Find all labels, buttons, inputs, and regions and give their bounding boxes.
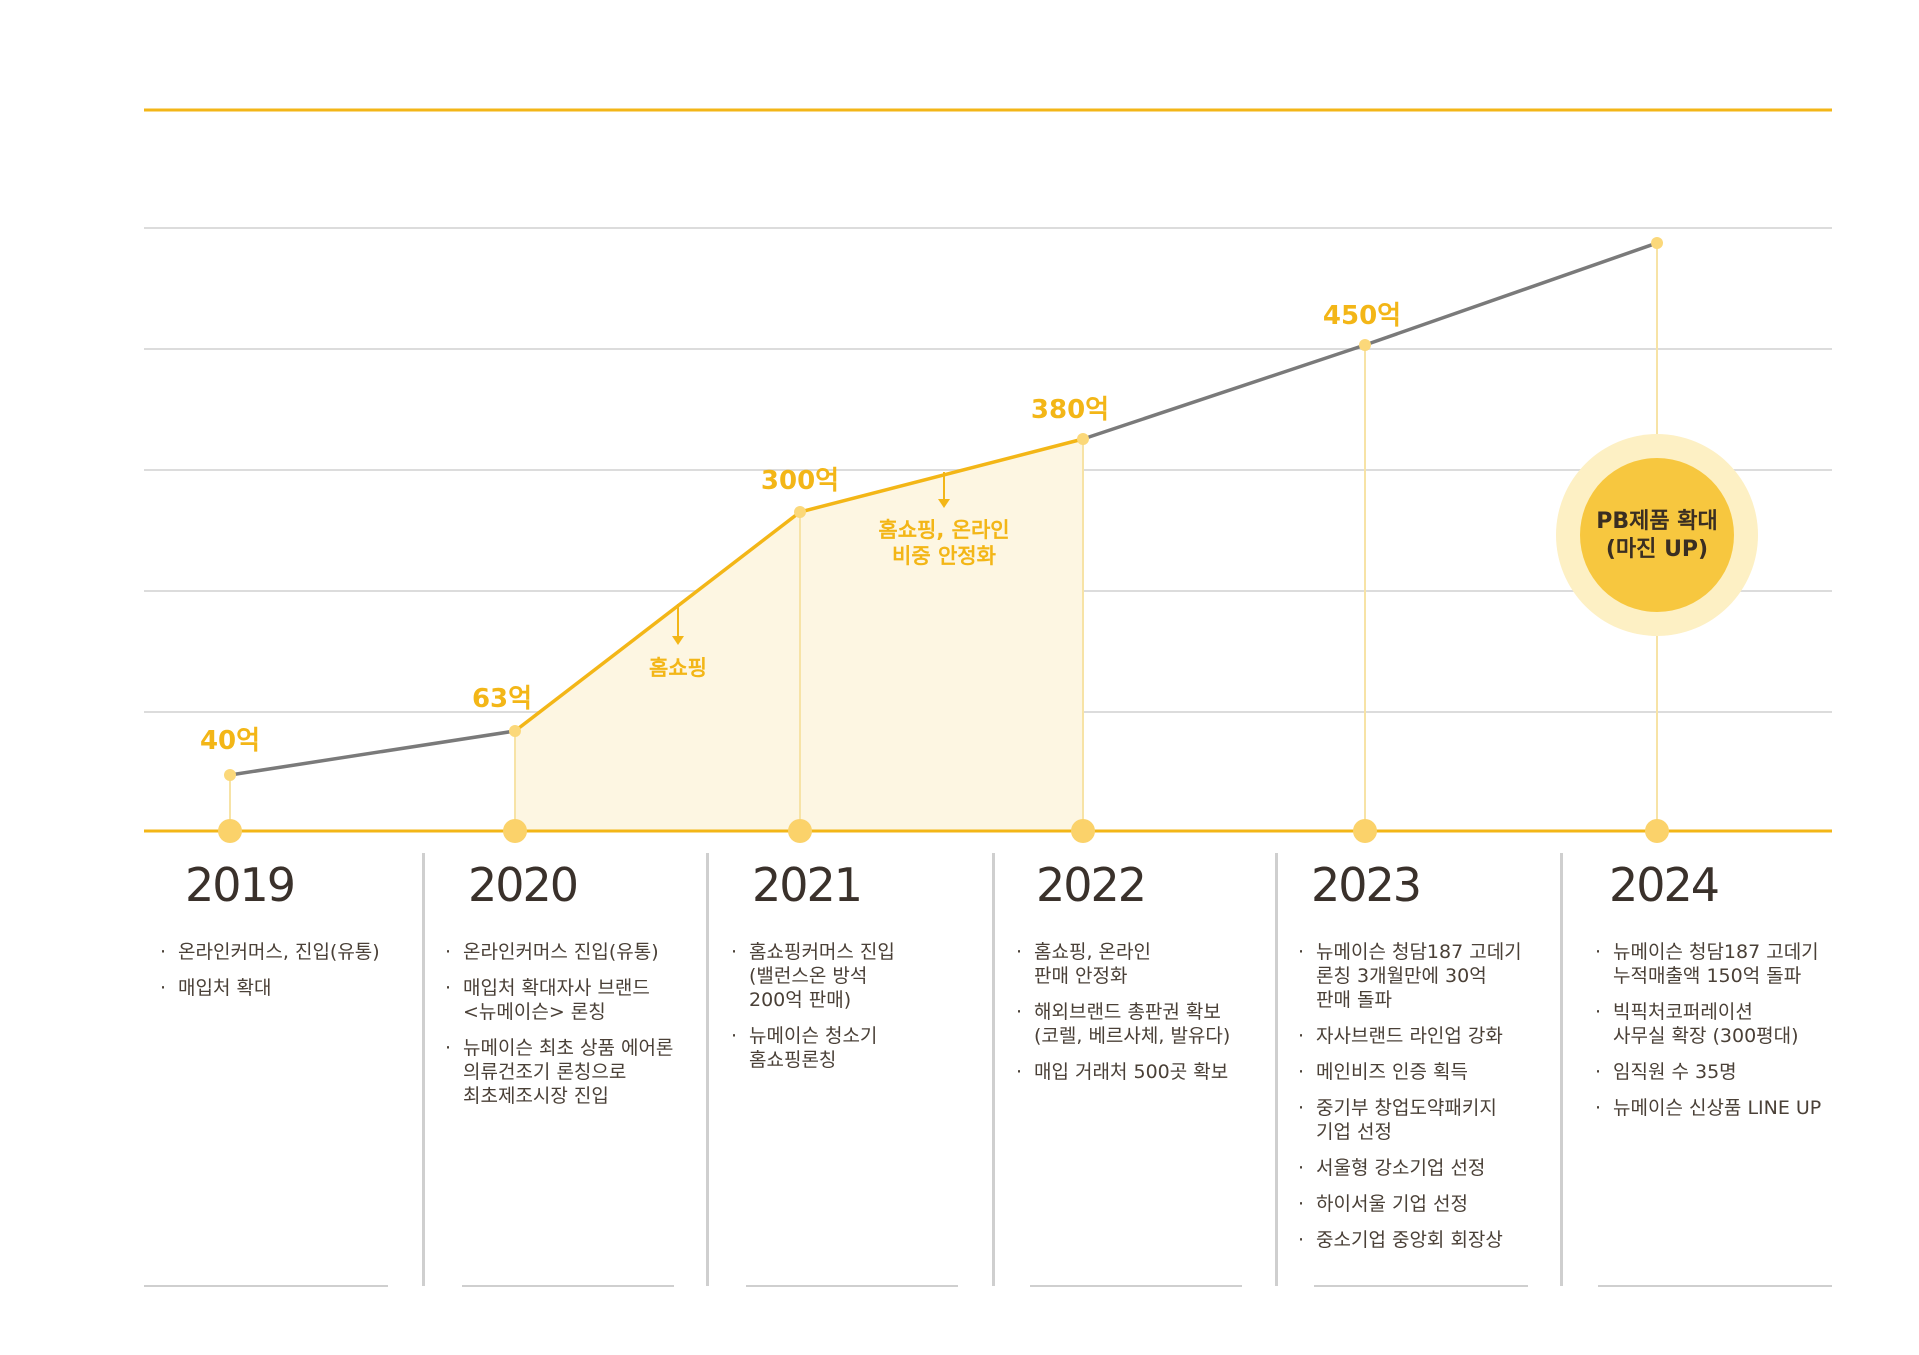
column-separator bbox=[1275, 853, 1278, 1286]
milestone-item: 매입처 확대자사 브랜드 <뉴메이슨> 론칭 bbox=[445, 976, 673, 1024]
column-bottom-rule bbox=[1030, 1285, 1242, 1287]
milestone-item: 온라인커머스 진입(유통) bbox=[445, 940, 673, 964]
data-point bbox=[1077, 433, 1089, 445]
data-point bbox=[794, 506, 806, 518]
value-label: 63억 bbox=[472, 684, 532, 714]
column-bottom-rule bbox=[144, 1285, 388, 1287]
milestone-item: 하이서울 기업 선정 bbox=[1298, 1192, 1522, 1216]
milestone-item: 홈쇼핑커머스 진입 (밸런스온 방석 200억 판매) bbox=[731, 940, 895, 1012]
milestone-list: 뉴메이슨 청담187 고데기 누적매출액 150억 돌파빅픽처코퍼레이션 사무실… bbox=[1595, 940, 1821, 1132]
milestone-item: 뉴메이슨 최초 상품 에어론 의류건조기 론칭으로 최초제조시장 진입 bbox=[445, 1036, 673, 1108]
column-separator bbox=[706, 853, 709, 1286]
series-line-segment bbox=[513, 510, 802, 733]
value-label: 300억 bbox=[761, 466, 839, 496]
milestone-list: 홈쇼핑커머스 진입 (밸런스온 방석 200억 판매) 뉴메이슨 청소기 홈쇼핑론… bbox=[731, 940, 895, 1084]
column-separator bbox=[1560, 853, 1563, 1286]
year-marker bbox=[503, 819, 527, 843]
milestone-item: 매입처 확대 bbox=[160, 976, 380, 1000]
milestone-item: 중소기업 중앙회 회장상 bbox=[1298, 1228, 1522, 1252]
milestone-item: 해외브랜드 총판권 확보 (코렐, 베르사체, 발유다) bbox=[1016, 1000, 1230, 1048]
year-marker bbox=[1645, 819, 1669, 843]
year-marker bbox=[218, 819, 242, 843]
milestone-item: 임직원 수 35명 bbox=[1595, 1060, 1821, 1084]
milestone-item: 중기부 창업도약패키지 기업 선정 bbox=[1298, 1096, 1522, 1144]
milestone-item: 뉴메이슨 청소기 홈쇼핑론칭 bbox=[731, 1024, 895, 1072]
year-label: 2019 bbox=[185, 858, 296, 912]
year-marker bbox=[1071, 819, 1095, 843]
milestone-item: 자사브랜드 라인업 강화 bbox=[1298, 1024, 1522, 1048]
column-bottom-rule bbox=[462, 1285, 674, 1287]
series-line-segment bbox=[1364, 241, 1658, 347]
badge-label: (마진 UP) bbox=[1606, 537, 1708, 562]
badge-circle bbox=[1580, 458, 1734, 612]
milestone-list: 온라인커머스, 진입(유통) 매입처 확대 bbox=[160, 940, 380, 1012]
data-point bbox=[224, 769, 236, 781]
milestone-list: 온라인커머스 진입(유통) 매입처 확대자사 브랜드 <뉴메이슨> 론칭뉴메이슨 … bbox=[445, 940, 673, 1120]
milestone-item: 뉴메이슨 청담187 고데기 론칭 3개월만에 30억 판매 돌파 bbox=[1298, 940, 1522, 1012]
data-point bbox=[1651, 237, 1663, 249]
milestone-item: 뉴메이슨 청담187 고데기 누적매출액 150억 돌파 bbox=[1595, 940, 1821, 988]
column-separator bbox=[422, 853, 425, 1286]
annotation-label: 비중 안정화 bbox=[892, 544, 997, 568]
year-marker bbox=[1353, 819, 1377, 843]
series-line-segment bbox=[229, 729, 516, 777]
year-marker bbox=[788, 819, 812, 843]
value-label: 40억 bbox=[200, 726, 260, 756]
year-label: 2024 bbox=[1609, 858, 1720, 912]
year-label: 2021 bbox=[752, 858, 863, 912]
annotation-arrowhead bbox=[672, 636, 684, 645]
milestone-item: 매입 거래처 500곳 확보 bbox=[1016, 1060, 1230, 1084]
milestone-item: 메인비즈 인증 획득 bbox=[1298, 1060, 1522, 1084]
column-bottom-rule bbox=[746, 1285, 958, 1287]
data-point bbox=[1359, 339, 1371, 351]
badge-label: PB제품 확대 bbox=[1596, 509, 1718, 534]
series-line-segment bbox=[799, 437, 1084, 514]
year-label: 2020 bbox=[468, 858, 579, 912]
year-label: 2022 bbox=[1036, 858, 1147, 912]
milestone-list: 뉴메이슨 청담187 고데기 론칭 3개월만에 30억 판매 돌파자사브랜드 라… bbox=[1298, 940, 1522, 1264]
annotation-arrowhead bbox=[938, 499, 950, 508]
column-bottom-rule bbox=[1598, 1285, 1832, 1287]
value-label: 380억 bbox=[1031, 395, 1109, 425]
milestone-item: 홈쇼핑, 온라인 판매 안정화 bbox=[1016, 940, 1230, 988]
milestone-list: 홈쇼핑, 온라인 판매 안정화해외브랜드 총판권 확보 (코렐, 베르사체, 발… bbox=[1016, 940, 1230, 1096]
annotation-label: 홈쇼핑 bbox=[649, 656, 707, 680]
milestone-item: 서울형 강소기업 선정 bbox=[1298, 1156, 1522, 1180]
year-label: 2023 bbox=[1311, 858, 1422, 912]
milestone-item: 빅픽처코퍼레이션 사무실 확장 (300평대) bbox=[1595, 1000, 1821, 1048]
data-point bbox=[509, 725, 521, 737]
value-label: 450억 bbox=[1323, 301, 1401, 331]
column-separator bbox=[992, 853, 995, 1286]
series-line-segment bbox=[1082, 343, 1366, 441]
milestone-item: 온라인커머스, 진입(유통) bbox=[160, 940, 380, 964]
milestone-item: 뉴메이슨 신상품 LINE UP bbox=[1595, 1096, 1821, 1120]
column-bottom-rule bbox=[1314, 1285, 1528, 1287]
annotation-label: 홈쇼핑, 온라인 bbox=[878, 518, 1009, 542]
